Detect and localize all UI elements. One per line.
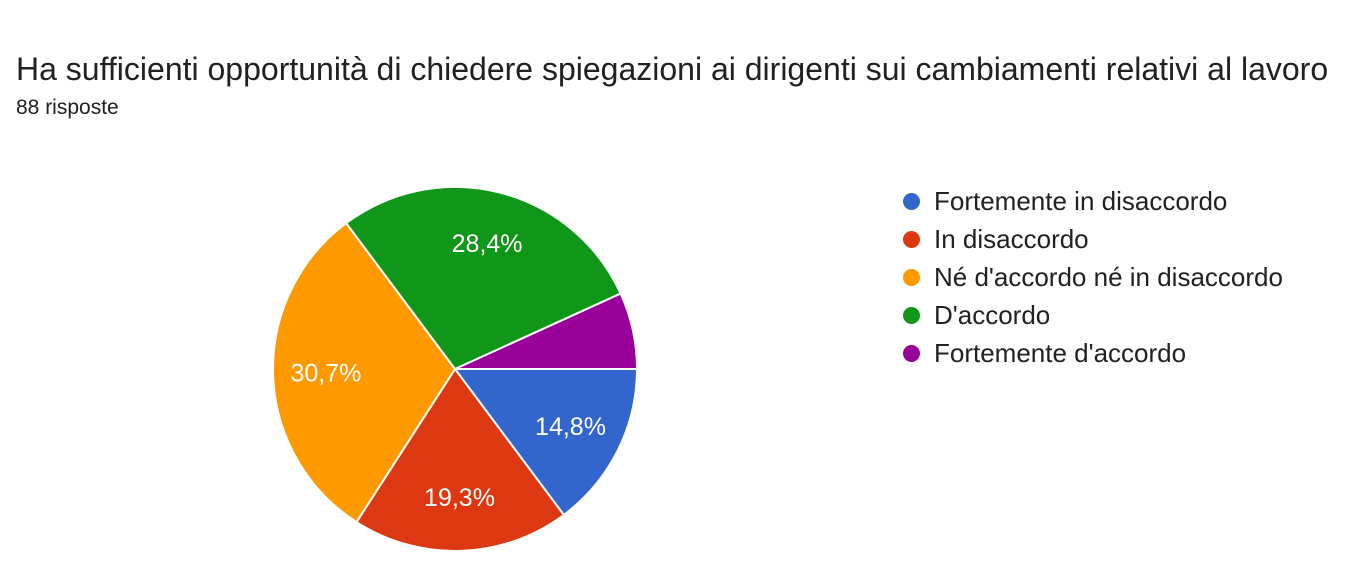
- legend-item-label: Fortemente d'accordo: [934, 337, 1187, 368]
- legend-item: D'accordo: [903, 296, 1283, 334]
- legend-item: Fortemente d'accordo: [903, 334, 1283, 372]
- pie-slice-label-2: 30,7%: [290, 360, 361, 388]
- pie-slice-label-0: 14,8%: [535, 413, 606, 441]
- legend-item: In disaccordo: [903, 220, 1283, 258]
- legend-item-label: D'accordo: [934, 299, 1051, 330]
- pie-slice-2[interactable]: [272, 222, 456, 524]
- legend-color-dot: [903, 344, 920, 362]
- question-title: Ha sufficienti opportunità di chiedere s…: [16, 51, 1329, 87]
- legend-color-dot: [903, 192, 920, 210]
- legend-item: Né d'accordo né in disaccordo: [903, 258, 1283, 296]
- legend-item-label: Né d'accordo né in disaccordo: [934, 261, 1283, 292]
- pie-slice-label-3: 28,4%: [452, 230, 523, 258]
- pie-slice-0[interactable]: [454, 368, 638, 516]
- pie-slice-4[interactable]: [454, 292, 638, 370]
- pie-chart: 14,8% 19,3% 30,7% 28,4%: [272, 186, 638, 552]
- pie-slice-label-1: 19,3%: [424, 484, 495, 512]
- legend-color-dot: [903, 230, 920, 248]
- legend-item-label: Fortemente in disaccordo: [934, 185, 1228, 216]
- legend-color-dot: [903, 268, 920, 286]
- responses-count: 88 risposte: [16, 96, 119, 119]
- pie-slice-1[interactable]: [355, 368, 565, 552]
- legend-item: Fortemente in disaccordo: [903, 182, 1283, 220]
- pie-slice-3[interactable]: [345, 186, 622, 370]
- chart-legend: Fortemente in disaccordo In disaccordo N…: [903, 182, 1283, 372]
- legend-color-dot: [903, 306, 920, 324]
- legend-item-label: In disaccordo: [934, 223, 1089, 254]
